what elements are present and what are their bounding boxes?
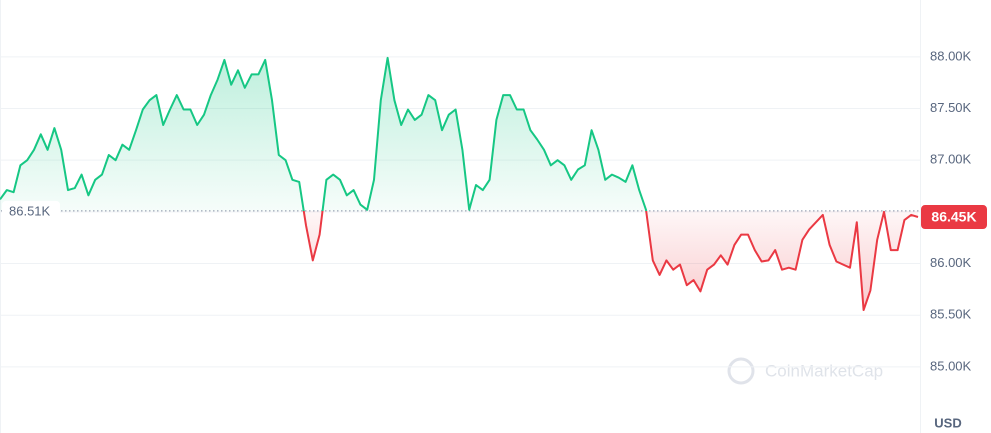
y-tick-label: 85.00K xyxy=(930,358,972,373)
y-tick-label: 87.50K xyxy=(930,100,972,115)
y-tick-label: 86.00K xyxy=(930,255,972,270)
y-tick-label: 88.00K xyxy=(930,48,972,63)
y-tick-label: 87.00K xyxy=(930,152,972,167)
baseline-label: 86.51K xyxy=(9,203,51,218)
baseline-badge xyxy=(2,200,60,221)
y-tick-label: 85.50K xyxy=(930,307,972,322)
watermark-text: CoinMarketCap xyxy=(765,361,883,380)
current-price-label: 86.45K xyxy=(931,209,976,225)
y-unit: USD xyxy=(934,415,961,430)
price-line xyxy=(0,56,919,311)
area xyxy=(0,57,918,311)
watermark: CoinMarketCap xyxy=(727,357,883,385)
current-price-badge xyxy=(921,205,987,230)
